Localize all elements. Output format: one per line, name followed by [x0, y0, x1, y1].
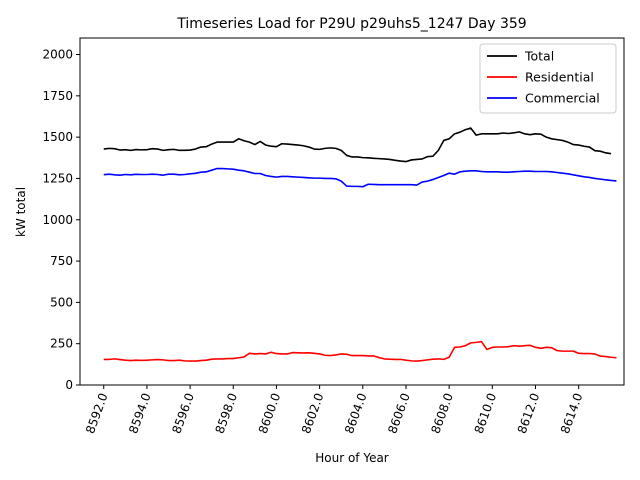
legend-label-total: Total — [524, 49, 554, 64]
y-tick-label: 1000 — [42, 213, 73, 227]
plot-frame — [79, 37, 625, 386]
x-axis-label: Hour of Year — [315, 451, 389, 465]
y-axis-ticks: 0 250 500 750 1000 1250 1500 1750 2000 — [42, 48, 80, 392]
series-layer — [103, 127, 617, 362]
y-tick-label: 1750 — [42, 89, 73, 103]
y-tick-label: 750 — [50, 254, 73, 268]
y-tick-label: 1500 — [42, 130, 73, 144]
legend-box — [479, 43, 617, 114]
series-line-residential — [103, 340, 617, 362]
series-line-commercial — [103, 167, 617, 188]
series-line-total — [103, 127, 612, 163]
chart-title: Timeseries Load for P29U p29uhs5_1247 Da… — [176, 16, 526, 32]
y-axis-label: kW total — [14, 187, 28, 237]
y-tick-label: 250 — [50, 337, 73, 351]
y-tick-label: 0 — [65, 378, 73, 392]
y-tick-label: 500 — [50, 295, 73, 309]
legend-label-residential: Residential — [525, 70, 594, 85]
legend: Total Residential Commercial — [479, 43, 617, 114]
y-tick-label: 2000 — [42, 48, 73, 62]
y-tick-label: 1250 — [42, 171, 73, 185]
legend-label-commercial: Commercial — [525, 91, 600, 106]
